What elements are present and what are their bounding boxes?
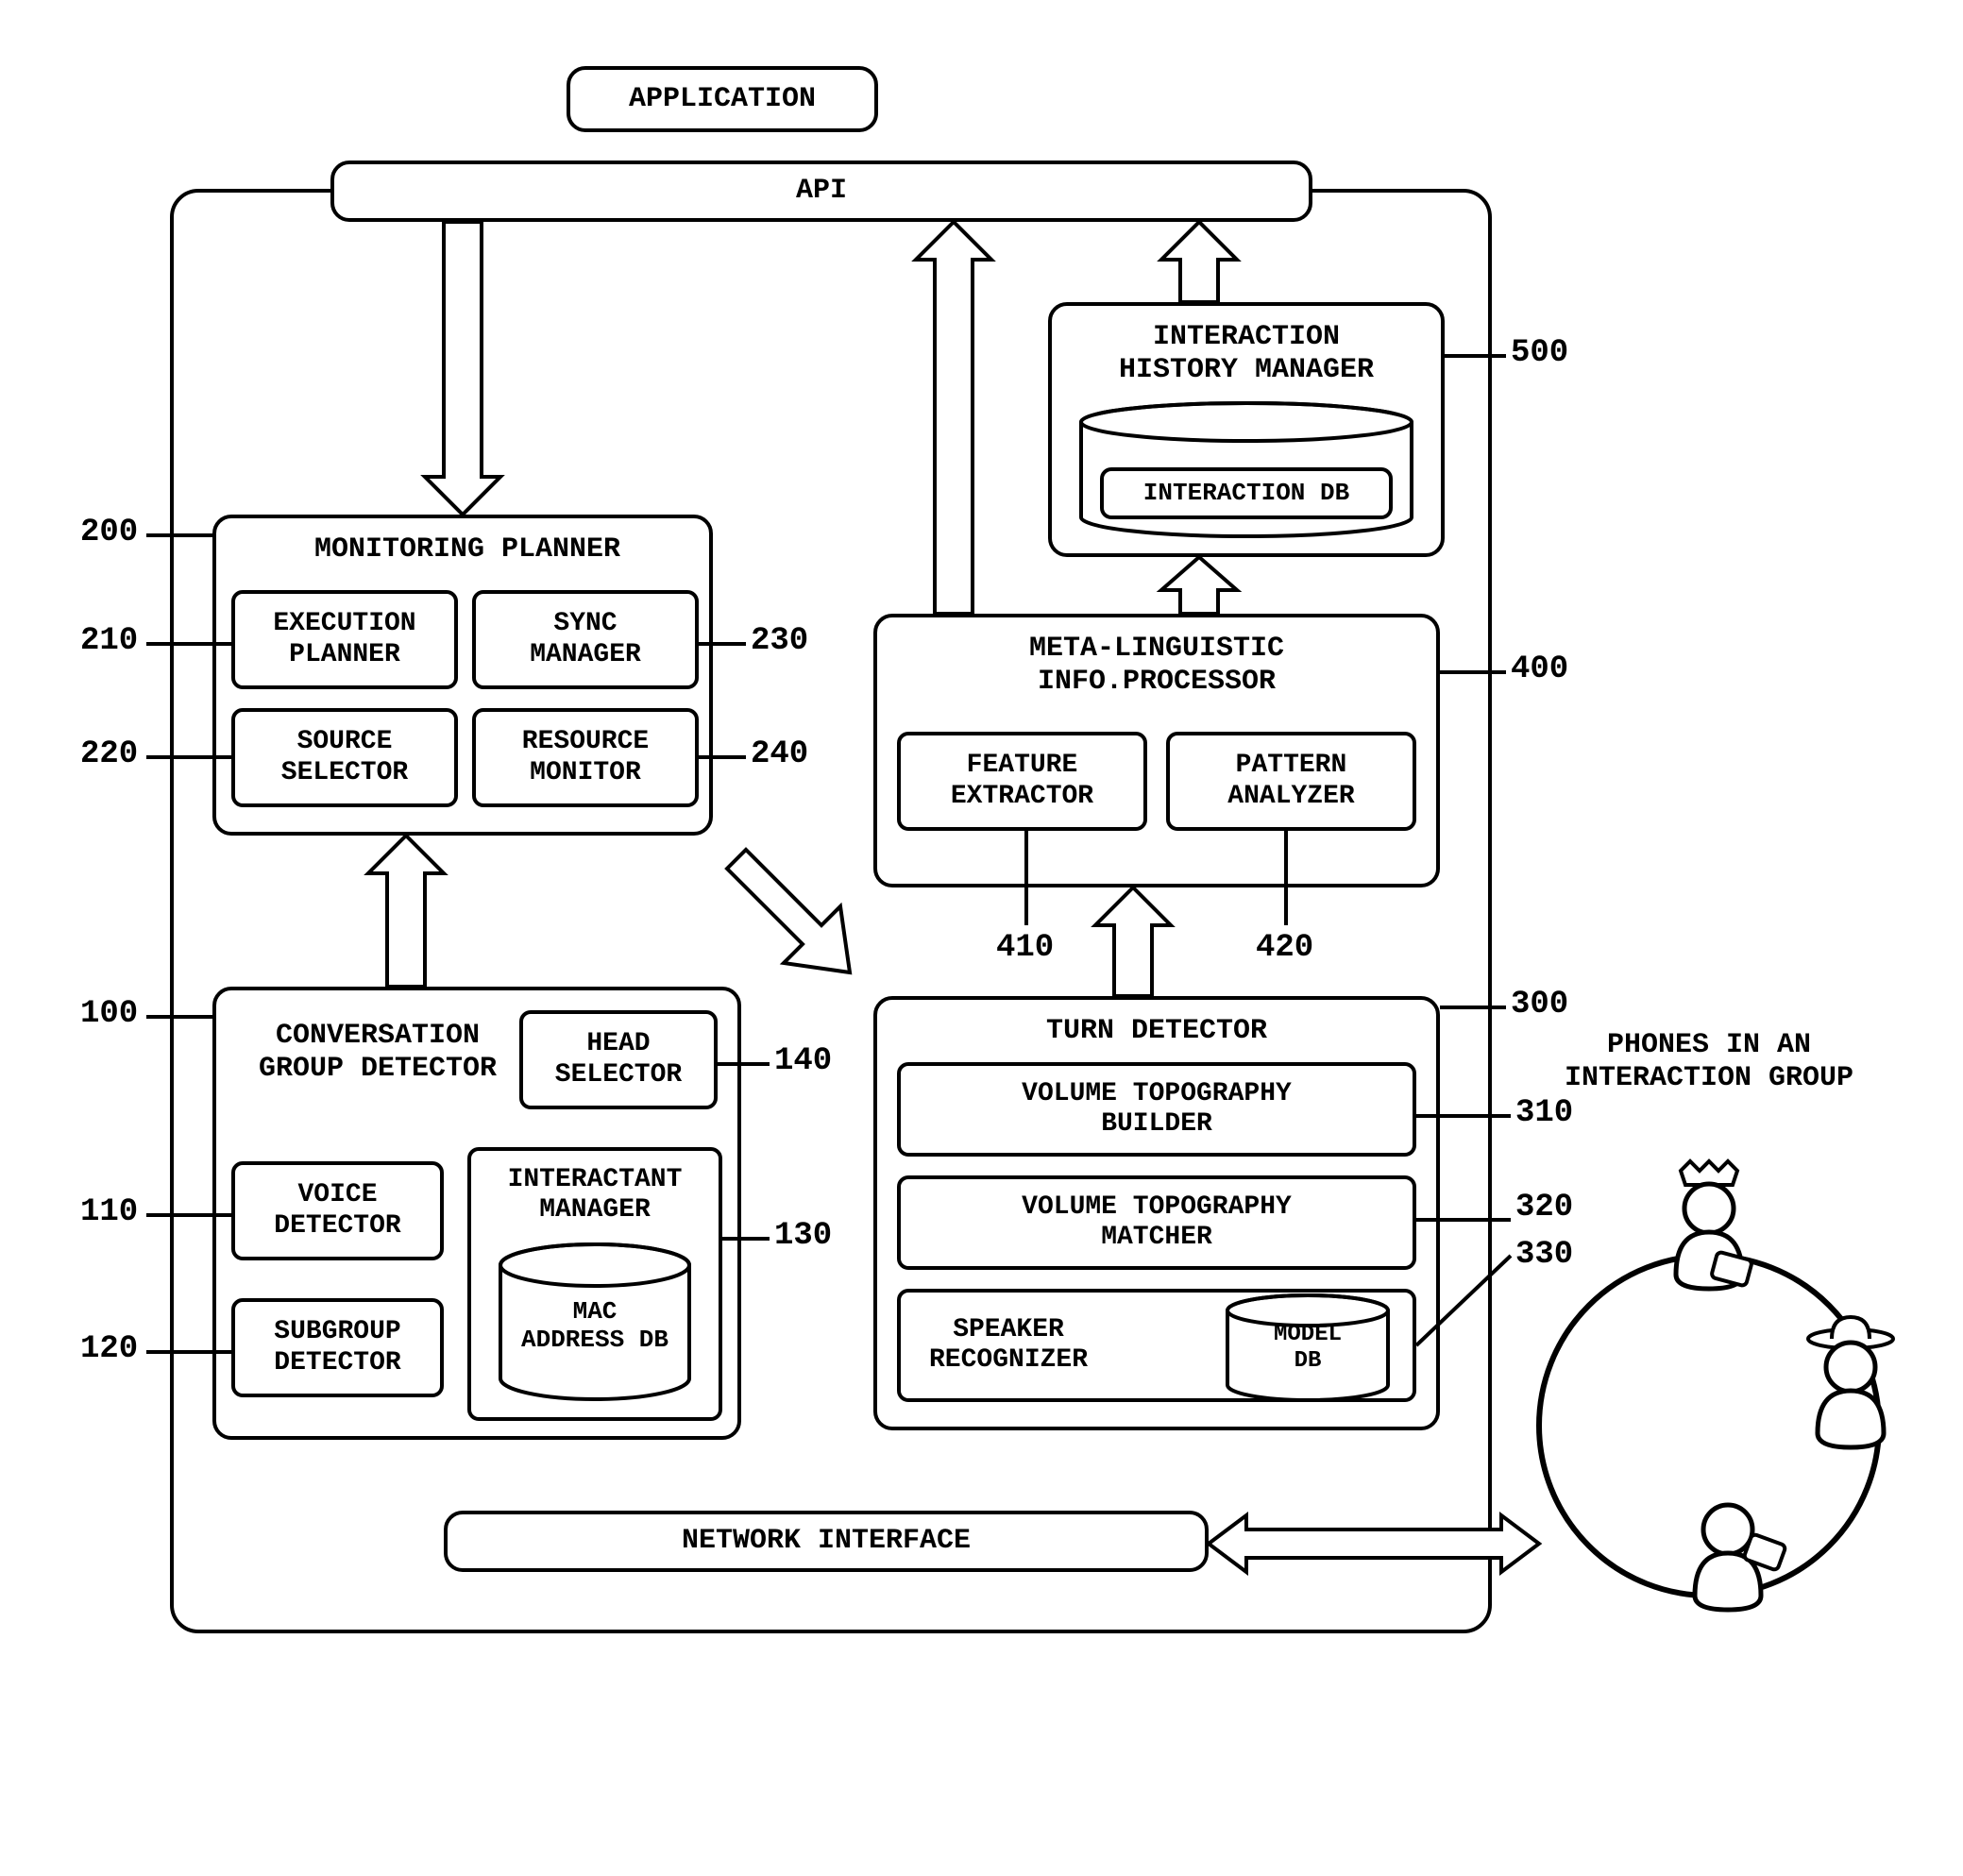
volume-matcher-box: VOLUME TOPOGRAPHY MATCHER [897, 1175, 1416, 1270]
arrow-network-to-group [1209, 1511, 1539, 1577]
leader-500 [1445, 354, 1506, 358]
ref-310: 310 [1515, 1095, 1573, 1132]
leader-140 [718, 1062, 770, 1066]
leader-400 [1440, 670, 1506, 674]
leader-410 [1024, 831, 1028, 925]
conversation-group-title: CONVERSATION GROUP DETECTOR [245, 1020, 510, 1085]
application-label: APPLICATION [629, 83, 816, 116]
leader-130 [722, 1237, 770, 1241]
resource-monitor-label: RESOURCE MONITOR [522, 727, 649, 787]
ref-400: 400 [1511, 651, 1568, 688]
ref-240: 240 [751, 736, 808, 773]
sync-manager-label: SYNC MANAGER [530, 609, 641, 669]
sync-manager-box: SYNC MANAGER [472, 590, 699, 689]
interaction-db-label: INTERACTION DB [1143, 480, 1349, 508]
arrow-api-to-planner [425, 222, 500, 515]
source-selector-box: SOURCE SELECTOR [231, 708, 458, 807]
meta-processor-title: META-LINGUISTIC INFO.PROCESSOR [925, 633, 1388, 698]
ref-140: 140 [774, 1043, 832, 1080]
ref-220: 220 [80, 736, 138, 773]
network-interface-label: NETWORK INTERFACE [682, 1525, 971, 1558]
ref-100: 100 [80, 996, 138, 1033]
head-selector-box: HEAD SELECTOR [519, 1010, 718, 1109]
ref-410: 410 [996, 930, 1054, 967]
ref-230: 230 [751, 623, 808, 660]
api-box: API [330, 161, 1312, 222]
leader-120 [146, 1350, 231, 1354]
arrow-history-to-api [1161, 222, 1237, 302]
ref-300: 300 [1511, 987, 1568, 1023]
volume-builder-box: VOLUME TOPOGRAPHY BUILDER [897, 1062, 1416, 1157]
network-interface-box: NETWORK INTERFACE [444, 1511, 1209, 1572]
leader-230 [699, 642, 746, 646]
ref-200: 200 [80, 515, 138, 551]
ref-110: 110 [80, 1194, 138, 1231]
application-box: APPLICATION [567, 66, 878, 132]
monitoring-planner-title: MONITORING PLANNER [264, 533, 670, 566]
pattern-analyzer-label: PATTERN ANALYZER [1227, 751, 1354, 811]
voice-detector-label: VOICE DETECTOR [274, 1180, 400, 1241]
model-db-label: MODEL DB [1246, 1322, 1369, 1374]
ref-210: 210 [80, 623, 138, 660]
arrow-meta-to-api [916, 222, 991, 614]
phones-label: PHONES IN AN INTERACTION GROUP [1530, 1029, 1888, 1094]
leader-240 [699, 755, 746, 759]
ref-120: 120 [80, 1331, 138, 1368]
feature-extractor-box: FEATURE EXTRACTOR [897, 732, 1147, 831]
subgroup-detector-label: SUBGROUP DETECTOR [274, 1317, 400, 1377]
head-selector-label: HEAD SELECTOR [555, 1029, 682, 1090]
subgroup-detector-box: SUBGROUP DETECTOR [231, 1298, 444, 1397]
leader-300 [1440, 1006, 1506, 1009]
volume-matcher-label: VOLUME TOPOGRAPHY MATCHER [1022, 1192, 1292, 1253]
voice-detector-box: VOICE DETECTOR [231, 1161, 444, 1260]
leader-200 [146, 533, 212, 537]
api-label: API [796, 175, 847, 208]
ref-500: 500 [1511, 335, 1568, 372]
execution-planner-label: EXECUTION PLANNER [273, 609, 415, 669]
ref-420: 420 [1256, 930, 1313, 967]
leader-210 [146, 642, 231, 646]
arrow-meta-to-history [1161, 557, 1237, 614]
volume-builder-label: VOLUME TOPOGRAPHY BUILDER [1022, 1079, 1292, 1140]
arrow-convo-to-planner [368, 836, 444, 987]
leader-220 [146, 755, 231, 759]
leader-110 [146, 1213, 231, 1217]
source-selector-label: SOURCE SELECTOR [281, 727, 408, 787]
ref-130: 130 [774, 1218, 832, 1255]
mac-db-label: MAC ADDRESS DB [515, 1298, 675, 1355]
arrow-planner-to-turn [718, 840, 869, 991]
history-manager-title: INTERACTION HISTORY MANAGER [1086, 321, 1407, 386]
arrow-turn-to-meta [1095, 887, 1171, 996]
turn-detector-title: TURN DETECTOR [991, 1015, 1322, 1048]
leader-100 [146, 1015, 212, 1019]
pattern-analyzer-box: PATTERN ANALYZER [1166, 732, 1416, 831]
leader-420 [1284, 831, 1288, 925]
resource-monitor-box: RESOURCE MONITOR [472, 708, 699, 807]
interaction-group-illustration [1492, 1133, 1926, 1633]
execution-planner-box: EXECUTION PLANNER [231, 590, 458, 689]
feature-extractor-label: FEATURE EXTRACTOR [951, 751, 1093, 811]
speaker-recognizer-label: SPEAKER RECOGNIZER [929, 1315, 1088, 1376]
interaction-db-inner: INTERACTION DB [1100, 467, 1393, 519]
leader-310 [1416, 1114, 1511, 1118]
interactant-manager-label: INTERACTANT MANAGER [508, 1165, 683, 1225]
